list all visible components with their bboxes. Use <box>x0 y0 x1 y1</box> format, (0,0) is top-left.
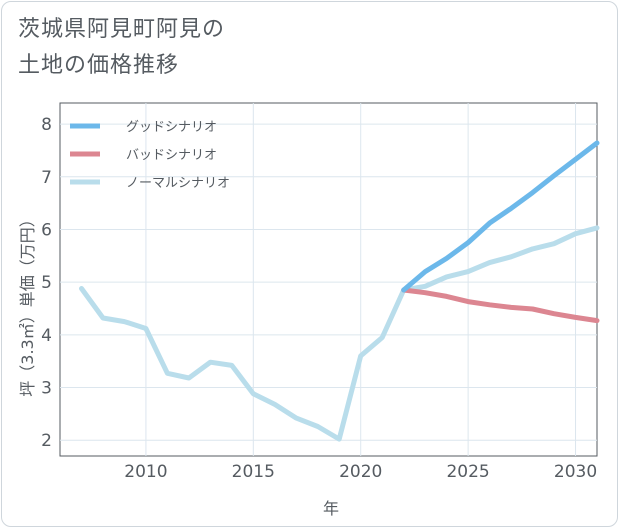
legend-label: バッドシナリオ <box>126 148 217 163</box>
legend-label: ノーマルシナリオ <box>126 176 230 191</box>
series-lines <box>79 140 600 442</box>
chart-title: 茨城県阿見町阿見の 土地の価格推移 <box>18 12 225 84</box>
series-line-0 <box>401 140 600 293</box>
x-axis-ticks: 2010 2015 2020 2025 2030 <box>124 462 597 482</box>
series-line-2 <box>79 225 600 442</box>
y-axis-label: 坪（3.3㎡）単価（万円） <box>18 211 37 396</box>
x-tick-label: 2020 <box>339 462 382 482</box>
y-tick-label: 4 <box>41 326 52 346</box>
chart-title-line-1: 茨城県阿見町阿見の <box>18 17 226 42</box>
chart-title-line-2: 土地の価格推移 <box>18 53 180 78</box>
x-axis-label: 年 <box>323 499 339 518</box>
series-line-1 <box>401 287 600 324</box>
grid-lines <box>60 103 597 456</box>
y-tick-label: 6 <box>41 220 52 240</box>
y-axis-ticks: 2 3 4 5 6 7 8 <box>41 115 52 451</box>
y-tick-label: 3 <box>41 379 52 399</box>
y-tick-label: 5 <box>41 273 52 293</box>
x-tick-label: 2015 <box>232 462 275 482</box>
y-tick-label: 2 <box>41 431 52 451</box>
legend-label: グッドシナリオ <box>126 120 217 135</box>
y-tick-label: 7 <box>41 168 52 188</box>
x-tick-label: 2030 <box>554 462 597 482</box>
x-tick-label: 2010 <box>124 462 167 482</box>
x-tick-label: 2025 <box>446 462 489 482</box>
plot-area-frame <box>59 102 598 457</box>
y-tick-label: 8 <box>41 115 52 135</box>
